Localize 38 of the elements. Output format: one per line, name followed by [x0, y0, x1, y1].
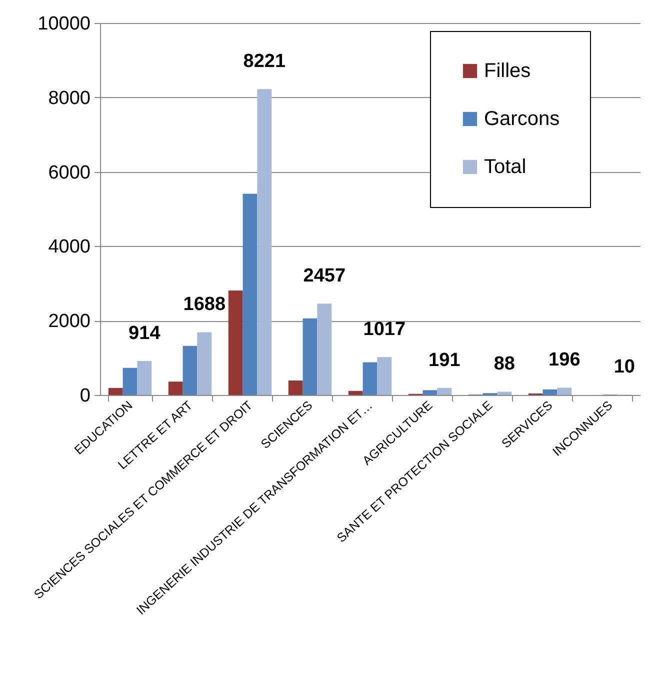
- legend-label: Filles: [484, 60, 531, 82]
- y-tick-label: 0: [80, 386, 90, 406]
- bar: [182, 346, 198, 395]
- y-tick-label: 6000: [48, 162, 90, 184]
- bar: [228, 290, 243, 395]
- y-tick-label: 10000: [38, 14, 90, 34]
- data-label: 191: [428, 350, 461, 371]
- data-label: 10: [614, 356, 635, 378]
- y-tick-label: 2000: [48, 311, 90, 332]
- bar: [302, 318, 318, 395]
- bar: [288, 380, 303, 395]
- legend-label: Total: [484, 156, 526, 178]
- data-label: 196: [548, 350, 580, 371]
- data-label: 914: [128, 323, 161, 344]
- bar: [242, 194, 258, 395]
- bar: [348, 390, 363, 395]
- legend-label: Garcons: [484, 108, 560, 130]
- bar: [437, 388, 452, 395]
- bar: [422, 390, 438, 395]
- data-label: 1688: [183, 294, 226, 316]
- data-label: 1017: [363, 319, 406, 340]
- bar: [362, 362, 378, 395]
- y-tick-label: 4000: [48, 236, 90, 258]
- bar: [557, 388, 572, 395]
- data-label: 8221: [243, 51, 286, 72]
- y-tick-label: 8000: [48, 88, 90, 109]
- bar: [168, 382, 183, 395]
- bar: [108, 388, 123, 395]
- data-label: 2457: [303, 266, 346, 287]
- bar: [317, 304, 332, 395]
- bar: [137, 361, 152, 395]
- data-label: 88: [494, 354, 515, 375]
- bar: [542, 389, 558, 395]
- bar: [257, 89, 272, 395]
- bar: [197, 332, 212, 395]
- bar: [377, 357, 392, 395]
- bar: [122, 368, 138, 395]
- bar: [497, 392, 512, 395]
